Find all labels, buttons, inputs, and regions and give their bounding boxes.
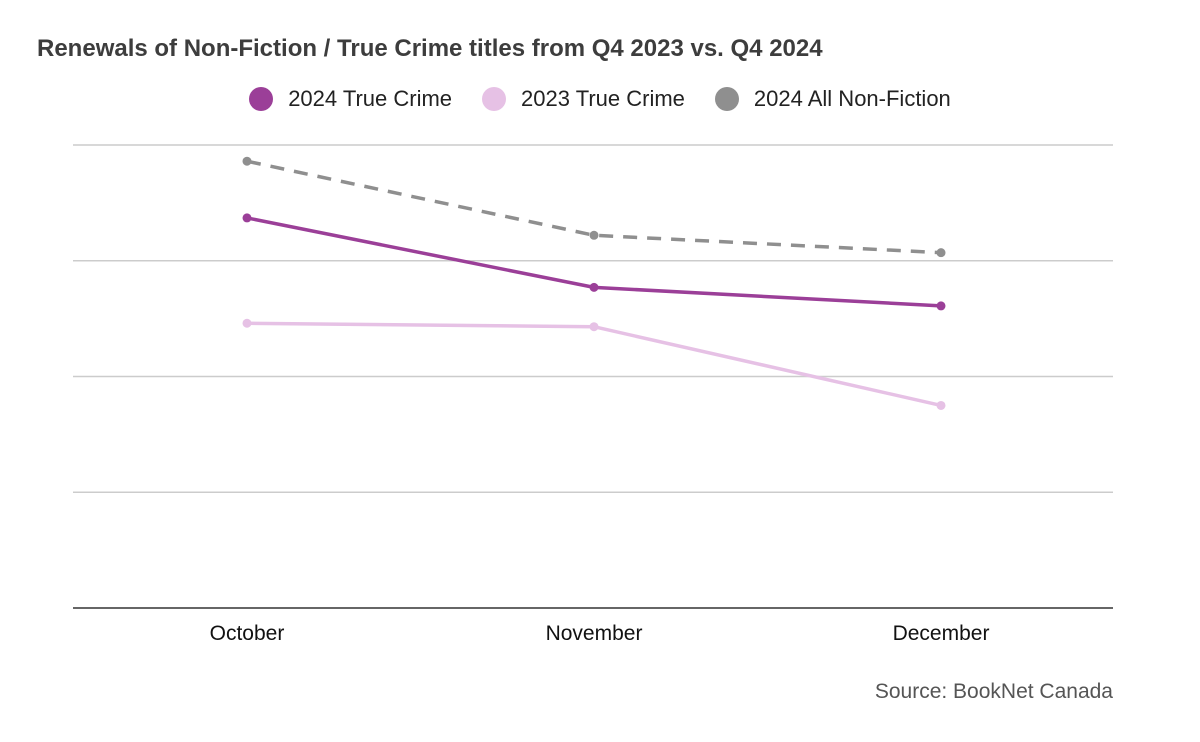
series-line-2024-all-non-fiction — [246, 159, 942, 255]
data-point-2024-all-non-fiction — [242, 156, 252, 166]
legend-item-2023-true-crime[interactable]: 2023 True Crime — [482, 86, 685, 112]
data-point-2024-all-non-fiction — [936, 248, 946, 258]
x-tick-label: December — [893, 622, 990, 645]
legend-item-2024-true-crime[interactable]: 2024 True Crime — [249, 86, 452, 112]
legend-swatch-2024-true-crime — [249, 87, 274, 111]
legend: 2024 True Crime 2023 True Crime 2024 All… — [0, 86, 1200, 112]
x-tick-label: November — [546, 622, 643, 645]
data-point-2024-true-crime — [936, 301, 946, 311]
legend-swatch-2023-true-crime — [482, 87, 507, 111]
legend-label-2024-all-non-fiction: 2024 All Non-Fiction — [753, 86, 951, 111]
data-point-2023-true-crime — [242, 318, 252, 328]
x-tick-label: October — [210, 622, 285, 645]
legend-item-2024-all-non-fiction[interactable]: 2024 All Non-Fiction — [714, 86, 951, 112]
data-point-2023-true-crime — [936, 400, 946, 410]
series-line-2023-true-crime — [245, 321, 943, 408]
data-point-2023-true-crime — [589, 322, 599, 332]
data-point-2024-all-non-fiction — [589, 230, 599, 240]
legend-label-2024-true-crime: 2024 True Crime — [288, 86, 453, 111]
source-note: Source: BookNet Canada — [874, 680, 1113, 703]
legend-swatch-2024-all-non-fiction — [714, 87, 739, 111]
data-point-2024-true-crime — [589, 282, 599, 292]
chart-title: Renewals of Non-Fiction / True Crime tit… — [37, 35, 823, 62]
legend-label-2023-true-crime: 2023 True Crime — [521, 86, 685, 111]
data-point-2024-true-crime — [242, 213, 252, 223]
